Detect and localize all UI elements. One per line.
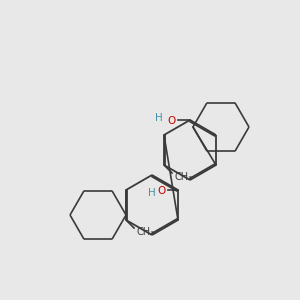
Text: H: H	[148, 188, 156, 198]
Text: O: O	[168, 116, 176, 126]
Text: O: O	[158, 186, 166, 196]
Text: CH₃: CH₃	[174, 172, 192, 182]
Text: CH₃: CH₃	[136, 227, 154, 237]
Text: H: H	[155, 113, 163, 123]
